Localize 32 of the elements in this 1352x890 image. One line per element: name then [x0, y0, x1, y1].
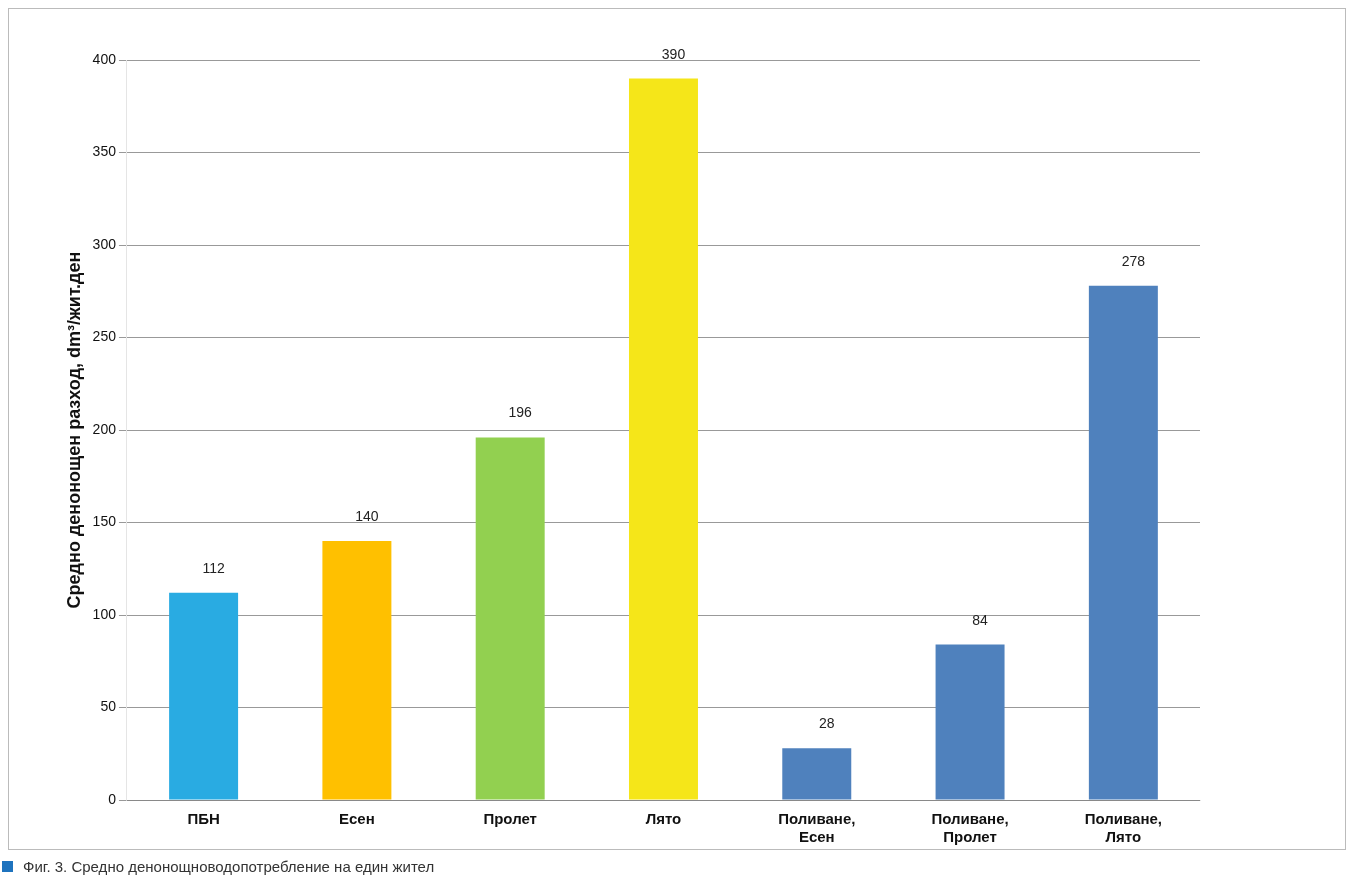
y-tick-label: 350 — [92, 143, 117, 160]
y-tick-label: 250 — [92, 328, 117, 345]
bar — [322, 541, 392, 800]
bar — [169, 592, 239, 800]
x-tick-label: Поливане, Есен — [778, 810, 856, 846]
data-label: 112 — [202, 559, 225, 576]
x-tick-label: Лято — [645, 810, 682, 828]
data-label: 278 — [1121, 252, 1146, 269]
y-tick-label: 150 — [92, 513, 117, 530]
data-label: 84 — [972, 611, 989, 628]
y-tick-label: 0 — [108, 790, 117, 807]
y-tick-label: 100 — [92, 605, 117, 622]
data-label: 196 — [508, 404, 533, 421]
bar — [475, 437, 545, 800]
x-tick-label: Есен — [339, 810, 375, 828]
bar — [1088, 285, 1158, 800]
x-tick-label: Поливане, Пролет — [931, 810, 1009, 846]
data-label: 390 — [661, 45, 686, 62]
y-tick-label: 300 — [92, 235, 117, 252]
y-tick-label: 200 — [92, 420, 117, 437]
x-tick-label: Пролет — [483, 810, 537, 828]
data-label: 28 — [818, 715, 835, 732]
y-tick-label: 50 — [100, 698, 117, 715]
y-axis-title: Средно денонощен разход, dm³/жит.ден — [63, 251, 84, 609]
y-tick-label: 400 — [92, 50, 117, 67]
bar — [782, 748, 852, 800]
x-tick-label: ПБН — [187, 810, 220, 828]
x-tick-label: Поливане, Лято — [1084, 810, 1162, 846]
data-label: 140 — [355, 508, 379, 524]
bar — [935, 644, 1005, 800]
bar — [628, 78, 698, 800]
text: Фиг. 3. Средно денонощноводопотребление на един жител — [23, 858, 435, 875]
